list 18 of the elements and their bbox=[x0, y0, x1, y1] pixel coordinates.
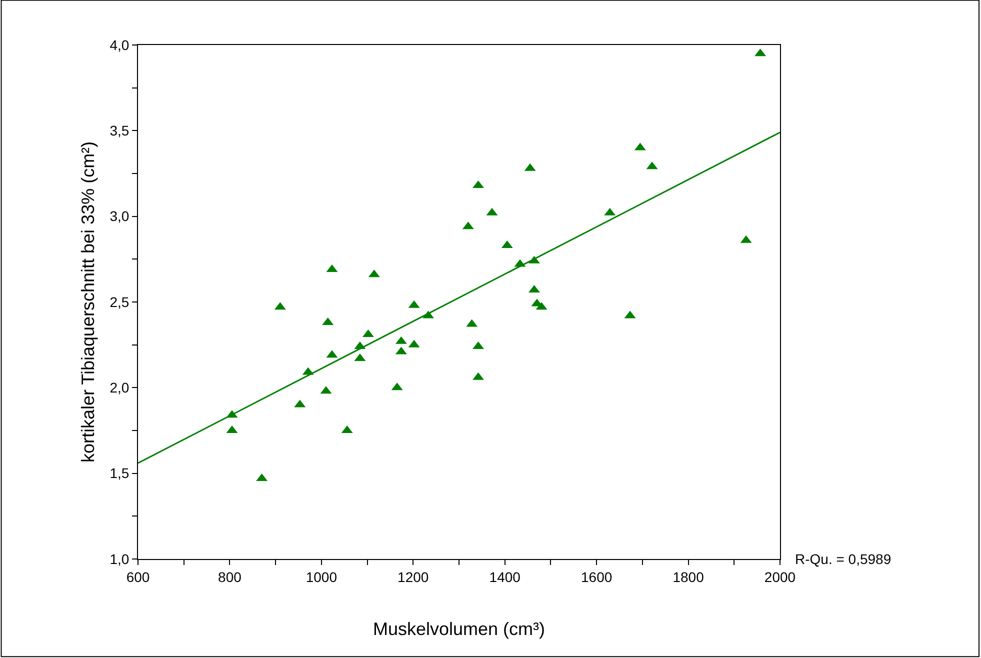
x-axis-title: Muskelvolumen (cm³) bbox=[372, 618, 546, 639]
x-tick-label: 1000 bbox=[306, 568, 338, 585]
x-tick-label: 1200 bbox=[398, 568, 429, 585]
y-tick-label: 4,0 bbox=[110, 36, 130, 53]
text: R-Qu. = 0,5989 bbox=[795, 551, 892, 567]
x-tick-label: 1400 bbox=[489, 568, 521, 585]
y-tick-label: 2,5 bbox=[110, 294, 130, 310]
y-axis-title: kortikaler Tibiaquerschnitt bei 33% (cm²) bbox=[78, 141, 98, 463]
y-tick-label: 3,5 bbox=[110, 122, 130, 139]
x-tick-label: 1600 bbox=[580, 568, 612, 585]
y-tick-label: 3,0 bbox=[110, 208, 130, 224]
y-tick-label: 1,5 bbox=[110, 465, 130, 482]
x-tick-label: 2000 bbox=[764, 568, 796, 585]
x-tick-label: 800 bbox=[218, 568, 242, 585]
x-tick-label: 1800 bbox=[672, 568, 704, 585]
y-tick-label: 2,0 bbox=[110, 380, 130, 396]
y-tick-label: 1,0 bbox=[110, 550, 130, 567]
x-tick-label: 600 bbox=[126, 568, 150, 585]
